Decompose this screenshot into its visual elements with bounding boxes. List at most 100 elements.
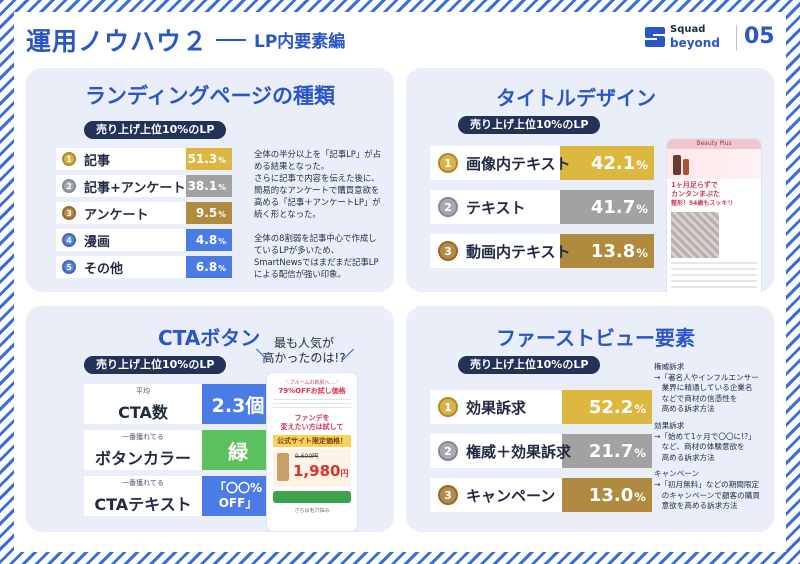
cta-row-value: 緑 — [202, 430, 274, 470]
cta-row-caption: 一番獲れてる — [122, 479, 164, 487]
page-number: 05 — [744, 24, 775, 49]
rank-medal-icon: 1 — [438, 397, 458, 417]
note-line: などで商材の信憑性を — [654, 393, 738, 403]
rank-medal-icon: 3 — [438, 241, 458, 261]
note-line: 簡易的なアンケートで購買意欲を — [254, 185, 380, 195]
rank-value: 13.0% — [562, 478, 652, 512]
note-line: 業界に精通している企業名 — [654, 383, 753, 393]
rank-value: 52.2% — [562, 390, 652, 424]
rank-label-text: 画像内テキスト — [466, 154, 571, 173]
panel-title: タイトルデザイン — [496, 86, 656, 110]
rank-label-text: 権威＋効果訴求 — [466, 442, 572, 461]
rank-value: 4.8% — [186, 229, 232, 251]
top10-pill: 売り上げ上位10%のLP — [458, 116, 601, 134]
note-line: による配信が強い印象。 — [254, 269, 346, 279]
logo-text-squad: Squad — [670, 24, 706, 35]
phone-foot: さらば毛穴悩み — [294, 508, 330, 514]
rank-row: 2 記事+アンケート 38.1% — [56, 175, 232, 197]
rank-label-text: 効果訴求 — [466, 398, 527, 417]
note-line: SmartNewsではまだまだ記事LP — [254, 257, 379, 267]
phone-brand: Beauty Plus — [667, 139, 761, 149]
phone-head2: 79%OFFお試し価格 — [278, 387, 346, 395]
rank-label-text: テキスト — [466, 198, 526, 217]
rank-label-text: 記事 — [84, 153, 111, 169]
note-line: ているLPが多いため、 — [254, 245, 340, 255]
rank-label-text: 記事+アンケート — [84, 180, 186, 196]
note-line: める結果となった。 — [254, 161, 330, 171]
rank-label-text: 漫画 — [84, 234, 111, 250]
cta-row-count: 平均 CTA数 2.3個 — [84, 384, 274, 424]
note-line: さらに記事で内容を伝えた後に、 — [254, 173, 380, 183]
cta-row-label: CTAテキスト — [94, 495, 192, 514]
cta-row-value: 2.3個 — [202, 384, 274, 424]
rank-row: 4 漫画 4.8% — [56, 229, 232, 251]
note-line: のキャンペーンで顧客の購買 — [654, 490, 760, 500]
rank-medal-icon: 3 — [62, 206, 76, 220]
header-divider — [736, 25, 737, 51]
phone-head1: ＼ブルームの新肌へ…／ — [284, 380, 340, 386]
top10-pill: 売り上げ上位10%のLP — [84, 356, 227, 374]
panel-cta: CTAボタン 最も人気が 高かったのは!? ＼ ／ 売り上げ上位10%のLP 平… — [26, 306, 394, 532]
rank-medal-icon: 4 — [62, 233, 76, 247]
rank-label-text: 動画内テキスト — [466, 242, 571, 261]
rank-label-text: アンケート — [84, 207, 149, 223]
rank-value: 51.3% — [186, 148, 232, 170]
cta-row-caption: 一番獲れてる — [122, 433, 164, 441]
cta-phone-preview: ＼ブルームの新肌へ…／ 79%OFFお試し価格 ファンデを 変えたい方は試して … — [266, 372, 358, 532]
rank-row: 3 アンケート 9.5% — [56, 202, 232, 224]
cta-row-label: CTA数 — [118, 403, 168, 422]
top10-pill: 売り上げ上位10%のLP — [458, 356, 601, 374]
rank-row: 2 テキスト 41.7% — [430, 190, 654, 224]
title-dash — [216, 39, 246, 41]
note-line: 高める「記事＋アンケートLP」が — [254, 197, 381, 207]
phone-old-price: 9,600円 — [295, 453, 319, 460]
rank-label-text: キャンペーン — [466, 486, 556, 505]
cta-row-label: ボタンカラー — [94, 449, 191, 468]
note-line: →「初月無料」などの期間限定 — [654, 479, 760, 489]
panel-title: ランディングページの種類 — [84, 84, 336, 108]
note-line: 高める訴求方法 — [654, 452, 715, 462]
rank-value: 21.7% — [562, 434, 652, 468]
panel-title: ファーストビュー要素 — [496, 326, 695, 350]
phone-price: 1,980円 — [293, 462, 349, 480]
rank-medal-icon: 2 — [438, 441, 458, 461]
rank-medal-icon: 2 — [438, 197, 458, 217]
rank-row: 3 キャンペーン 13.0% — [430, 478, 652, 512]
phone-headline: 1ヶ月足らずで カンタンまぶた 整形！54歳もスッキリ — [671, 181, 734, 207]
note-line: →「著名人やインフルエンサー — [654, 372, 759, 382]
page-title: 運用ノウハウ２ — [26, 27, 209, 56]
rank-row: 5 その他 6.8% — [56, 256, 232, 278]
popular-callout: 最も人気が 高かったのは!? ＼ ／ — [256, 336, 354, 365]
phone-badge: 公式サイト限定価格！ — [273, 435, 351, 447]
rank-row: 2 権威＋効果訴求 21.7% — [430, 434, 652, 468]
rank-value: 41.7% — [560, 190, 654, 224]
lp-types-note: 全体の半分以上を「記事LP」が占 める結果となった。 さらに記事で内容を伝えた後… — [254, 148, 394, 280]
phone-text-lines — [671, 262, 757, 292]
note-line: 全体の半分以上を「記事LP」が占 — [254, 149, 381, 159]
cta-row-color: 一番獲れてる ボタンカラー 緑 — [84, 430, 274, 470]
cta-row-value: 「〇〇% OFF」 — [202, 476, 274, 516]
first-view-note: 権威訴求 →「著名人やインフルエンサー 業界に精通している企業名 などで商材の信… — [654, 362, 774, 512]
note-line: 効果訴求 — [654, 420, 685, 430]
rank-value: 13.8% — [560, 234, 654, 268]
note-line: 全体の8割弱を記事中心で作成し — [254, 233, 377, 243]
logo-text-beyond: beyond — [670, 36, 720, 50]
phone-cta-button[interactable] — [273, 491, 351, 503]
rank-row: 1 効果訴求 52.2% — [430, 390, 652, 424]
rank-medal-icon: 1 — [438, 153, 458, 173]
note-line — [254, 220, 394, 232]
cta-row-caption: 平均 — [136, 387, 150, 395]
rank-value: 9.5% — [186, 202, 232, 224]
note-line: 高める訴求方法 — [654, 404, 715, 414]
phone-photo — [671, 212, 719, 258]
note-line: 意欲を高める訴求方法 — [654, 501, 738, 511]
rank-row: 1 画像内テキスト 42.1% — [430, 146, 654, 180]
rank-medal-icon: 1 — [62, 152, 76, 166]
logo: Squad beyond — [644, 24, 724, 54]
note-line: など、商材の体験意欲を — [654, 442, 745, 452]
logo-mark-icon — [645, 27, 665, 47]
note-line: →「始めて1ヶ月で〇〇に!?」 — [654, 431, 756, 441]
rank-medal-icon: 2 — [62, 179, 76, 193]
panel-first-view: ファーストビュー要素 売り上げ上位10%のLP 1 効果訴求 52.2% 2 権威＋効果… — [406, 306, 774, 532]
rank-row: 1 記事 51.3% — [56, 148, 232, 170]
